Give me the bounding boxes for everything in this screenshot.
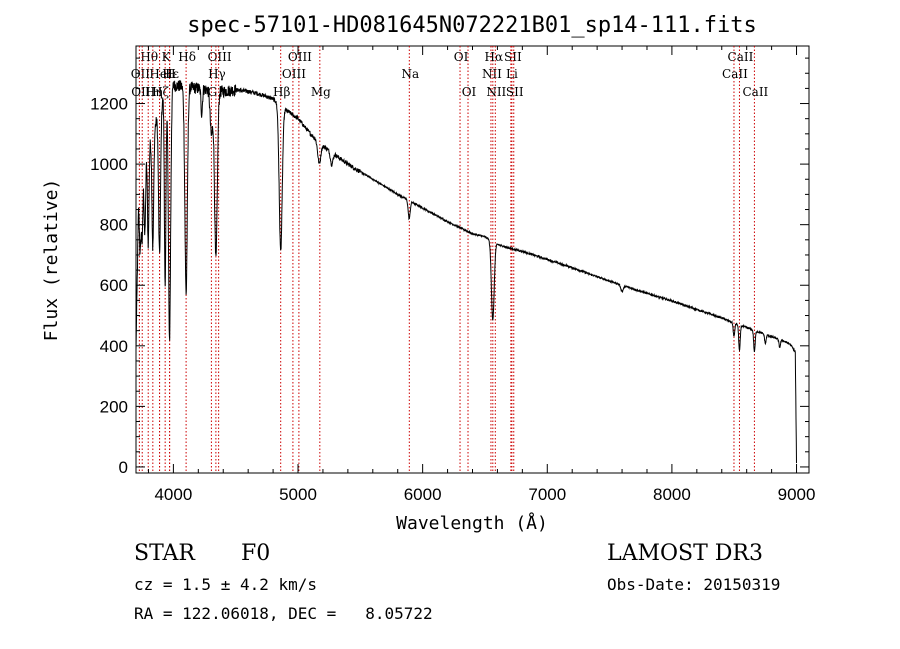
line-marker-label: Hδ xyxy=(178,50,196,64)
survey-name: LAMOST DR3 xyxy=(607,541,763,566)
plot-frame xyxy=(135,45,810,474)
y-tick-label: 400 xyxy=(100,337,128,356)
line-marker-label: SII xyxy=(504,50,522,64)
line-marker-label: CaII xyxy=(742,85,768,99)
line-marker-label: Hε xyxy=(162,67,179,81)
redshift-cz: cz = 1.5 ± 4.2 km/s xyxy=(134,575,318,594)
line-marker-label: Hθ xyxy=(140,50,158,64)
spectrum-line xyxy=(135,80,797,464)
line-marker-label: Hγ xyxy=(208,67,226,81)
x-tick-label: 9000 xyxy=(778,485,816,504)
y-tick-label: 200 xyxy=(100,397,128,416)
line-marker-label: CaII xyxy=(722,67,748,81)
line-marker-label: Li xyxy=(506,67,518,81)
chart-title: spec-57101-HD081645N072221B01_sp14-111.f… xyxy=(187,13,757,38)
line-marker-label: G xyxy=(208,85,218,99)
line-marker-label: OI xyxy=(462,85,477,99)
line-marker-label: CaII xyxy=(728,50,754,64)
line-marker-label: OI xyxy=(454,50,469,64)
line-marker-label: H xyxy=(165,67,175,81)
line-marker-label: SII xyxy=(506,85,524,99)
y-axis-label: Flux (relative) xyxy=(41,179,62,342)
obs-date: Obs-Date: 20150319 xyxy=(607,575,781,594)
y-tick-label: 1200 xyxy=(90,95,128,114)
x-tick-label: 5000 xyxy=(279,485,317,504)
line-marker-label: Hβ xyxy=(273,85,290,99)
x-axis-label: Wavelength (Å) xyxy=(396,512,548,534)
line-marker-label: NII xyxy=(486,85,506,99)
line-marker-label: HeI xyxy=(149,67,172,81)
line-marker-label: Hα xyxy=(485,50,504,64)
y-tick-label: 1000 xyxy=(90,155,128,174)
line-marker-label: K xyxy=(162,50,172,64)
subclass: F0 xyxy=(241,541,271,566)
x-tick-label: 4000 xyxy=(154,485,192,504)
line-markers: HθOIIOIIIHηHeIHζKHHεHδGOIIIHγHβOIIIOIIIM… xyxy=(131,46,769,473)
y-tick-label: 0 xyxy=(119,458,128,477)
line-marker-label: OIII xyxy=(288,50,312,64)
x-tick-label: 8000 xyxy=(653,485,691,504)
line-marker-label: NII xyxy=(482,67,502,81)
line-marker-label: OIII xyxy=(282,67,306,81)
line-marker-label: Hζ xyxy=(152,85,169,99)
line-marker-label: Mg xyxy=(311,85,331,99)
x-tick-label: 7000 xyxy=(528,485,566,504)
axes: 4000 5000 6000 7000 8000 9000 0 200 400 600 800 100… xyxy=(90,46,815,504)
object-class: STAR xyxy=(134,541,195,566)
coordinates: RA = 122.06018, DEC = 8.05722 xyxy=(134,604,433,623)
line-marker-label: Hη xyxy=(145,85,163,99)
line-marker-label: OII xyxy=(131,67,151,81)
y-tick-label: 600 xyxy=(100,276,128,295)
y-tick-label: 800 xyxy=(100,216,128,235)
x-tick-label: 6000 xyxy=(404,485,442,504)
line-marker-label: Na xyxy=(401,67,419,81)
line-marker-label: OIII xyxy=(208,50,232,64)
